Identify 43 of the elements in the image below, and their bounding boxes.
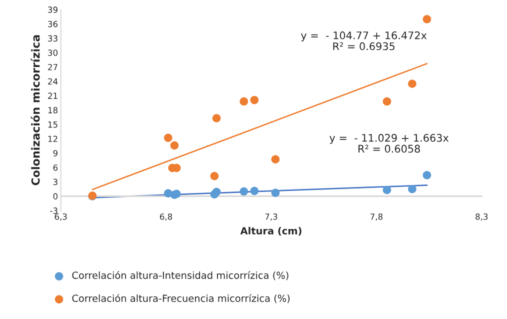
point xyxy=(408,184,416,194)
point xyxy=(271,155,280,164)
point xyxy=(240,97,248,106)
point xyxy=(422,170,432,180)
y-tick-label: 27 xyxy=(48,64,58,70)
y-tick-label: -3 xyxy=(50,208,58,214)
point xyxy=(212,188,221,196)
point xyxy=(250,96,259,104)
y-tick-label: 3 xyxy=(53,178,58,186)
point xyxy=(212,114,221,122)
x-tick-label: 7,3 xyxy=(265,213,278,221)
x-tick-label: 6,8 xyxy=(160,213,172,221)
y-tick-label: 36 xyxy=(48,20,58,28)
point xyxy=(250,186,259,196)
point xyxy=(210,172,219,180)
x-tick-label: 8,3 xyxy=(476,213,488,221)
legend-label: Correlación altura-Intensidad micorrízica (%) xyxy=(72,271,288,280)
point xyxy=(382,186,392,194)
point xyxy=(240,187,248,196)
y-tick-label: 0 xyxy=(53,193,58,200)
y-tick-label: 21 xyxy=(48,92,58,99)
y-tick-label: 30 xyxy=(48,50,58,56)
x-tick-label: 6,3 xyxy=(54,213,67,221)
point xyxy=(164,134,172,142)
y-tick-label: 15 xyxy=(48,122,58,128)
y-tick-label: 24 xyxy=(48,78,58,85)
point xyxy=(422,14,432,24)
y-tick-label: 33 xyxy=(48,35,58,42)
point xyxy=(271,188,280,198)
point xyxy=(170,141,179,150)
y-tick-label: 12 xyxy=(48,136,58,142)
point xyxy=(382,97,392,106)
y-tick-label: 39 xyxy=(48,6,58,13)
x-tick-label: 7,8 xyxy=(370,213,383,221)
legend-label: Correlación altura-Frecuencia micorrízica (%) xyxy=(72,294,290,304)
point xyxy=(408,80,416,88)
annotation: y = - 11.029 + 1.663x R² = 0.6058 xyxy=(330,134,449,153)
annotation: y = - 104.77 + 16.472x R² = 0.6935 xyxy=(300,31,427,50)
x-axis-title: Altura (cm) xyxy=(240,226,302,236)
y-tick-label: 18 xyxy=(48,107,58,114)
y-tick-label: 6 xyxy=(53,164,58,171)
y-axis-title: Colonización micorrízica xyxy=(30,35,40,186)
y-tick-label: 9 xyxy=(53,150,58,156)
